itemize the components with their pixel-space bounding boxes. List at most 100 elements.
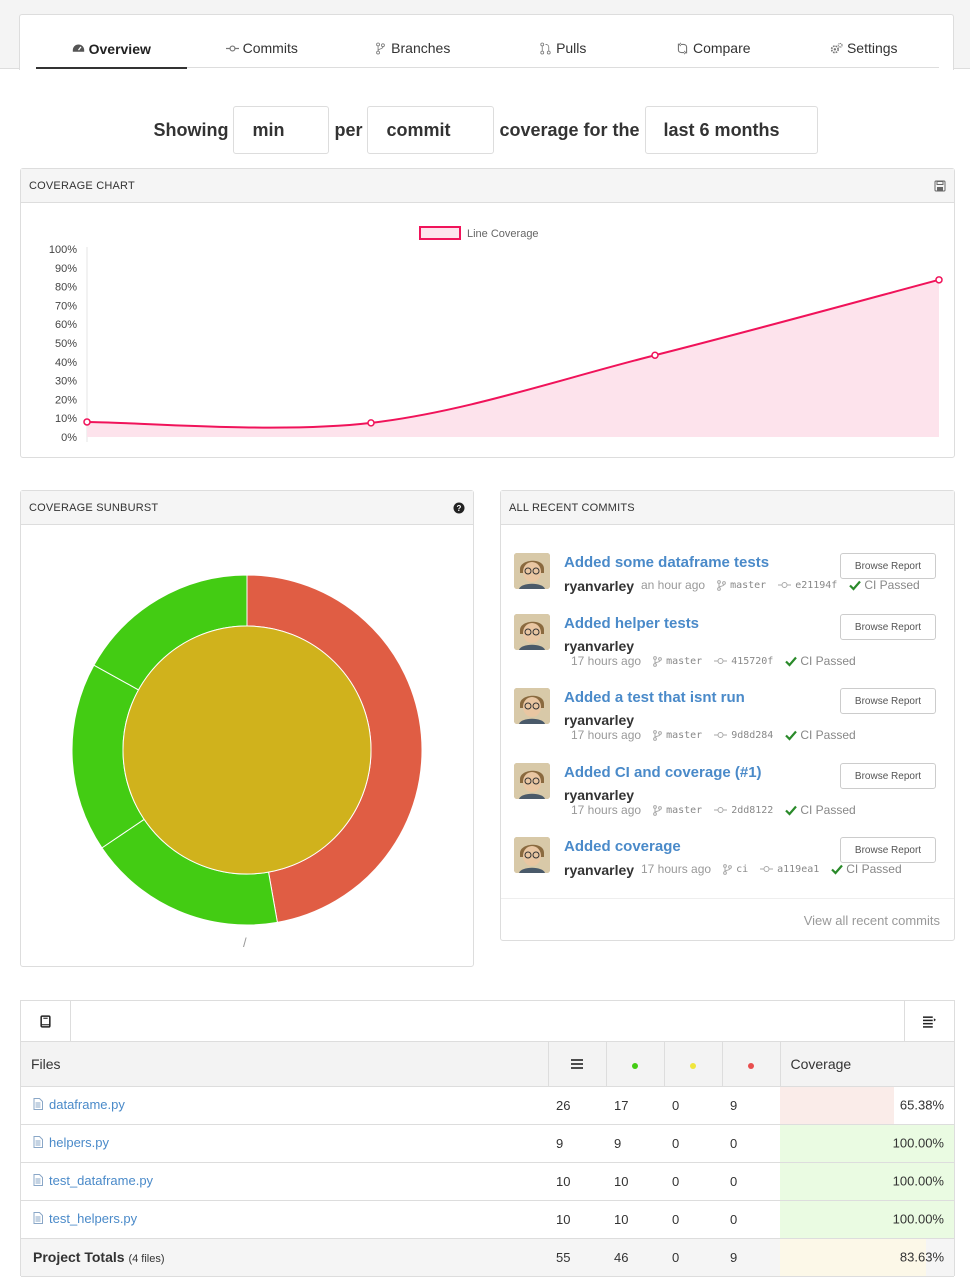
coverage-column-header[interactable]: Coverage	[779, 1042, 954, 1087]
commit-branch: master	[653, 656, 702, 667]
commit-meta: 17 hours ago master 415720f CI Passed	[571, 654, 856, 668]
commit-sha: a119ea1	[760, 864, 819, 875]
commit-item: Added helper tests ryanvarley 17 hours ago…	[514, 614, 939, 678]
tree-view-button[interactable]	[21, 1001, 71, 1041]
commit-title-link[interactable]: Added a test that isnt run	[564, 689, 745, 706]
commit-title-link[interactable]: Added helper tests	[564, 615, 700, 632]
file-link[interactable]: test_helpers.py	[33, 1211, 137, 1226]
files-panel: Files Coverage dataframe.py 26 17 0 9 65.38% h…	[20, 1000, 955, 1277]
partials-cell: 0	[664, 1124, 722, 1163]
commit-author: ryanvarley	[564, 862, 635, 878]
y-tick-label: 70%	[55, 300, 77, 312]
ci-status[interactable]: CI Passed	[785, 728, 856, 742]
tab-label: Branches	[391, 40, 451, 56]
tab-overview[interactable]: Overview	[36, 30, 187, 69]
ci-status[interactable]: CI Passed	[831, 862, 902, 876]
commit-sha-text: a119ea1	[777, 863, 820, 875]
file-row[interactable]: test_helpers.py 10 10 0 0 100.00%	[21, 1200, 954, 1239]
avatar[interactable]	[514, 837, 550, 873]
recent-commits-header: ALL RECENT COMMITS	[501, 491, 954, 525]
tab-label: Settings	[846, 40, 898, 56]
commit-title-link[interactable]: Added some dataframe tests	[564, 554, 770, 571]
browse-report-button[interactable]: Browse Report	[840, 837, 936, 863]
coverage-chart-panel: COVERAGE CHART Line Coverage 100% 90% 80% 70…	[20, 168, 955, 458]
commit-sha: 415720f	[714, 656, 773, 667]
file-row[interactable]: test_dataframe.py 10 10 0 0 100.00%	[21, 1162, 954, 1201]
panel-title: ALL RECENT COMMITS	[509, 501, 635, 514]
grouping-select[interactable]: commit	[367, 106, 495, 154]
tab-branches[interactable]: Branches	[337, 30, 488, 66]
y-tick-label: 80%	[55, 282, 77, 294]
sunburst-root[interactable]	[122, 625, 372, 875]
partials-cell: 0	[664, 1200, 722, 1239]
browse-report-button[interactable]: Browse Report	[840, 763, 936, 789]
y-tick-label: 40%	[55, 357, 77, 369]
file-row[interactable]: dataframe.py 26 17 0 9 65.38%	[21, 1086, 954, 1125]
browse-report-button[interactable]: Browse Report	[840, 614, 936, 640]
commit-sha-text: 415720f	[731, 655, 774, 667]
sunburst-header: COVERAGE SUNBURST ?	[21, 491, 473, 525]
tab-commits[interactable]: Commits	[187, 30, 338, 66]
per-label: per	[334, 119, 363, 140]
avatar[interactable]	[514, 688, 550, 724]
commit-title-link[interactable]: Added CI and coverage (#1)	[564, 764, 762, 781]
question-circle-icon[interactable]: ?	[453, 502, 465, 514]
coverage-line	[86, 278, 940, 429]
svg-text:?: ?	[456, 504, 461, 513]
partials-dot-icon	[690, 1062, 696, 1069]
file-row[interactable]: helpers.py 9 9 0 0 100.00%	[21, 1124, 954, 1163]
list-view-button[interactable]	[904, 1001, 954, 1041]
file-link[interactable]: test_dataframe.py	[33, 1173, 153, 1188]
commit-meta: 17 hours ago master 9d8d284 CI Passed	[571, 728, 856, 742]
coverage-cell: 100.00%	[780, 1162, 954, 1201]
total-lines: 55	[548, 1238, 606, 1277]
commit-author: ryanvarley	[564, 578, 635, 594]
ci-status[interactable]: CI Passed	[785, 654, 856, 668]
time-range-select[interactable]: last 6 months	[644, 106, 818, 154]
ci-status[interactable]: CI Passed	[785, 803, 856, 817]
gear-icon	[830, 42, 843, 53]
hits-column-header[interactable]	[605, 1042, 664, 1087]
sunburst-path-caption: /	[243, 935, 247, 950]
avatar[interactable]	[514, 553, 550, 589]
misses-column-header[interactable]	[721, 1042, 780, 1087]
hits-dot-icon	[632, 1062, 638, 1069]
project-totals-row: Project Totals (4 files) 55 46 0 9 83.63%	[21, 1238, 954, 1277]
aggregate-select[interactable]: min	[233, 106, 330, 154]
commit-icon	[714, 658, 728, 664]
tab-settings[interactable]: Settings	[789, 30, 940, 66]
showing-label: Showing	[153, 119, 229, 140]
coverage-chart: Line Coverage 100% 90% 80% 70% 60% 50% 40% 30% 20…	[21, 203, 954, 453]
ci-status-text: CI Passed	[800, 728, 856, 742]
lines-column-header[interactable]	[547, 1042, 606, 1087]
commit-time: an hour ago	[641, 578, 706, 592]
commit-title-link[interactable]: Added coverage	[564, 838, 681, 855]
avatar[interactable]	[514, 614, 550, 650]
branch-icon	[376, 42, 385, 54]
files-column-header[interactable]: Files	[21, 1042, 548, 1087]
misses-cell: 9	[722, 1086, 780, 1125]
tab-bar: Overview Commits Branches Pulls Compare …	[36, 30, 940, 69]
save-icon[interactable]	[934, 180, 946, 192]
sunburst-chart[interactable]	[21, 526, 473, 966]
lines-cell: 10	[548, 1162, 606, 1201]
tab-compare[interactable]: Compare	[638, 30, 789, 66]
y-tick-label: 60%	[55, 319, 77, 331]
avatar[interactable]	[514, 763, 550, 799]
view-all-commits-link[interactable]: View all recent commits	[803, 913, 940, 928]
file-link[interactable]: dataframe.py	[33, 1097, 125, 1112]
commit-meta: 17 hours ago master 2dd8122 CI Passed	[571, 803, 856, 817]
ci-status[interactable]: CI Passed	[849, 578, 920, 592]
partials-column-header[interactable]	[663, 1042, 722, 1087]
total-coverage-cell: 83.63%	[780, 1238, 954, 1277]
browse-report-button[interactable]: Browse Report	[840, 553, 936, 579]
commit-item: Added CI and coverage (#1) ryanvarley 17 h…	[514, 763, 939, 827]
file-link[interactable]: helpers.py	[33, 1135, 109, 1150]
list-icon	[923, 1015, 936, 1028]
commit-sha-text: 2dd8122	[731, 804, 774, 816]
coverage-point	[935, 276, 943, 284]
coverage-bar	[780, 1200, 954, 1238]
file-name: dataframe.py	[49, 1096, 125, 1112]
tab-pulls[interactable]: Pulls	[488, 30, 639, 66]
browse-report-button[interactable]: Browse Report	[840, 688, 936, 714]
